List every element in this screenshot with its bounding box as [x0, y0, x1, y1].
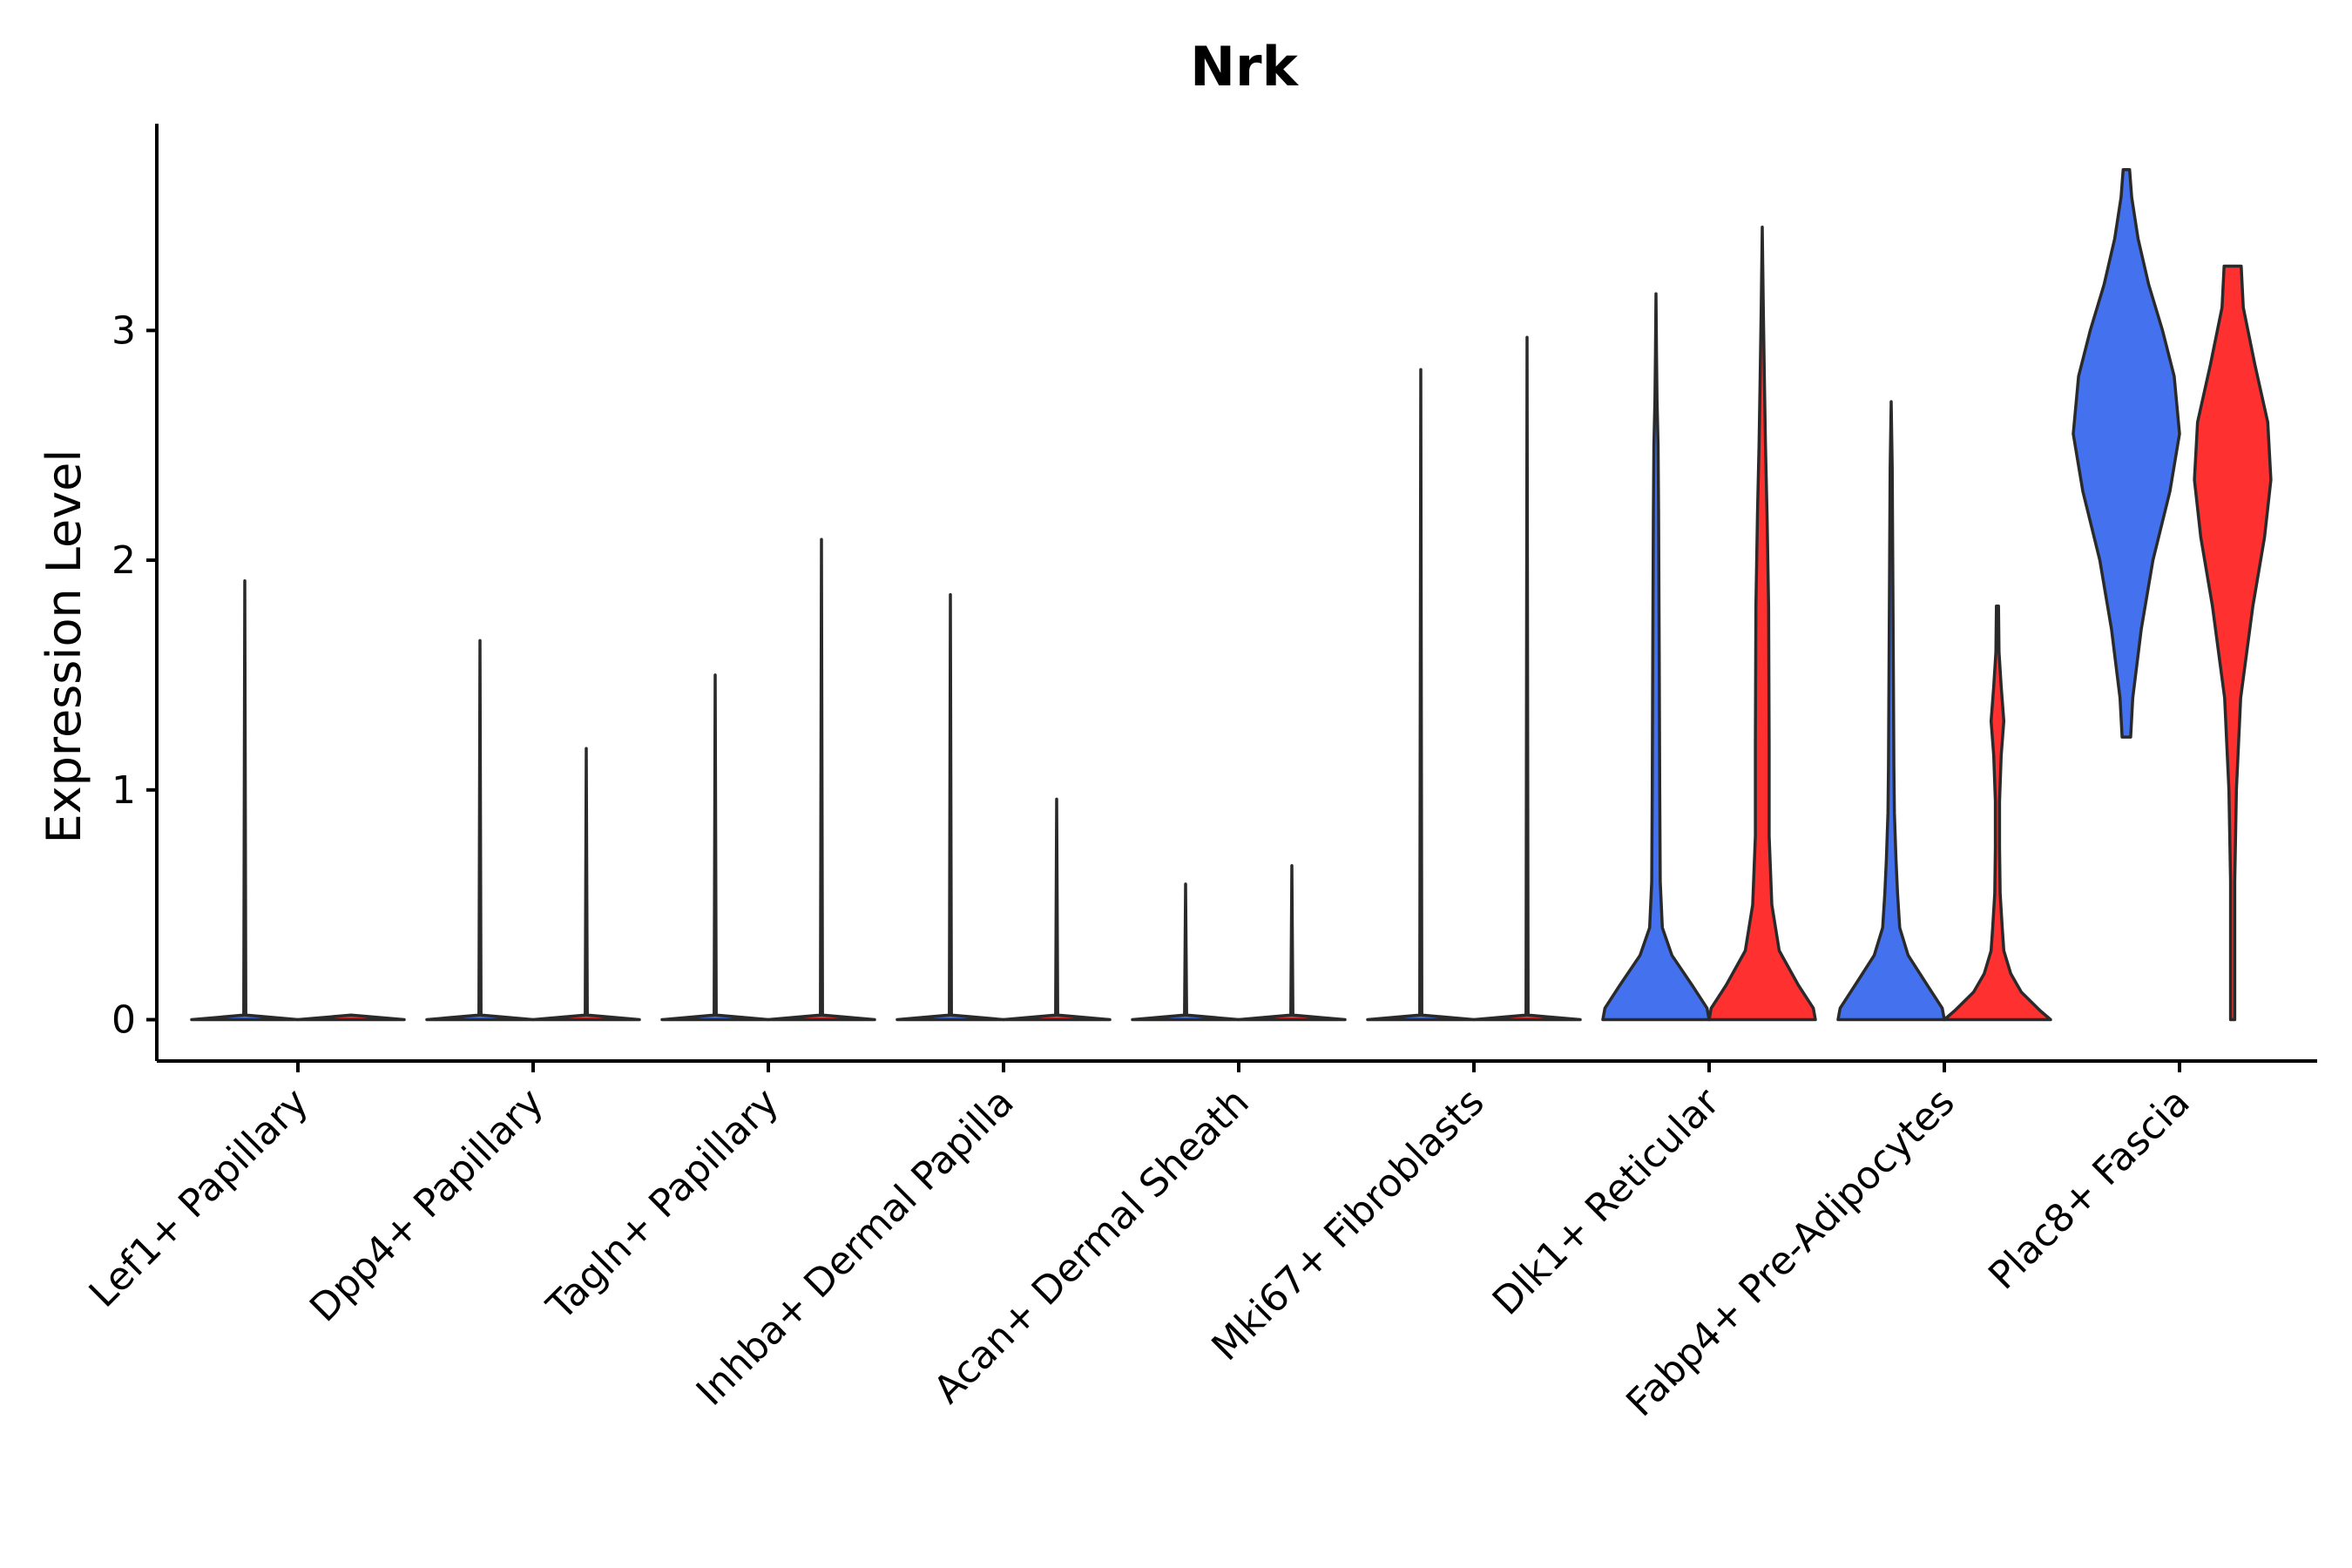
violin-group1-0 [190, 579, 300, 1022]
violin-group1-8 [2072, 167, 2181, 739]
x-tick-label-8: Plac8+ Fascia [1980, 1080, 2199, 1299]
violin-group2-3 [1002, 797, 1112, 1022]
x-tick-label-0: Lef1+ Papillary [81, 1080, 317, 1316]
y-tick-label-1: 1 [112, 768, 136, 813]
violin-group2-4 [1237, 864, 1347, 1022]
violin-group1-5 [1366, 368, 1476, 1022]
violin-group1-2 [660, 673, 770, 1022]
y-tick-label-3: 3 [112, 308, 136, 353]
x-tick-label-5: Mki67+ Fibroblasts [1203, 1080, 1492, 1369]
violin-group2-2 [767, 537, 876, 1022]
violin-group2-8 [2193, 264, 2273, 1022]
y-tick-label-2: 2 [112, 538, 136, 583]
violin-group1-7 [1836, 400, 1946, 1022]
y-tick-label-0: 0 [112, 998, 136, 1043]
violins-layer [190, 167, 2273, 1022]
violin-group1-4 [1131, 882, 1240, 1022]
violin-group2-1 [531, 747, 641, 1022]
violin-group2-5 [1472, 335, 1582, 1022]
y-axis-label: Expression Level [37, 449, 91, 844]
violin-group1-1 [425, 639, 535, 1022]
chart-title: Nrk [1190, 35, 1299, 98]
x-tick-label-2: Tagln+ Papillary [538, 1080, 787, 1329]
violin-group2-0 [296, 1013, 406, 1022]
x-tick-label-6: Dlk1+ Reticular [1484, 1079, 1729, 1324]
violin-group1-3 [896, 592, 1005, 1022]
violin-group1-6 [1601, 292, 1711, 1022]
violin-group2-7 [1943, 605, 2052, 1022]
violin-group2-6 [1707, 225, 1817, 1022]
x-tick-label-1: Dpp4+ Papillary [301, 1080, 552, 1331]
